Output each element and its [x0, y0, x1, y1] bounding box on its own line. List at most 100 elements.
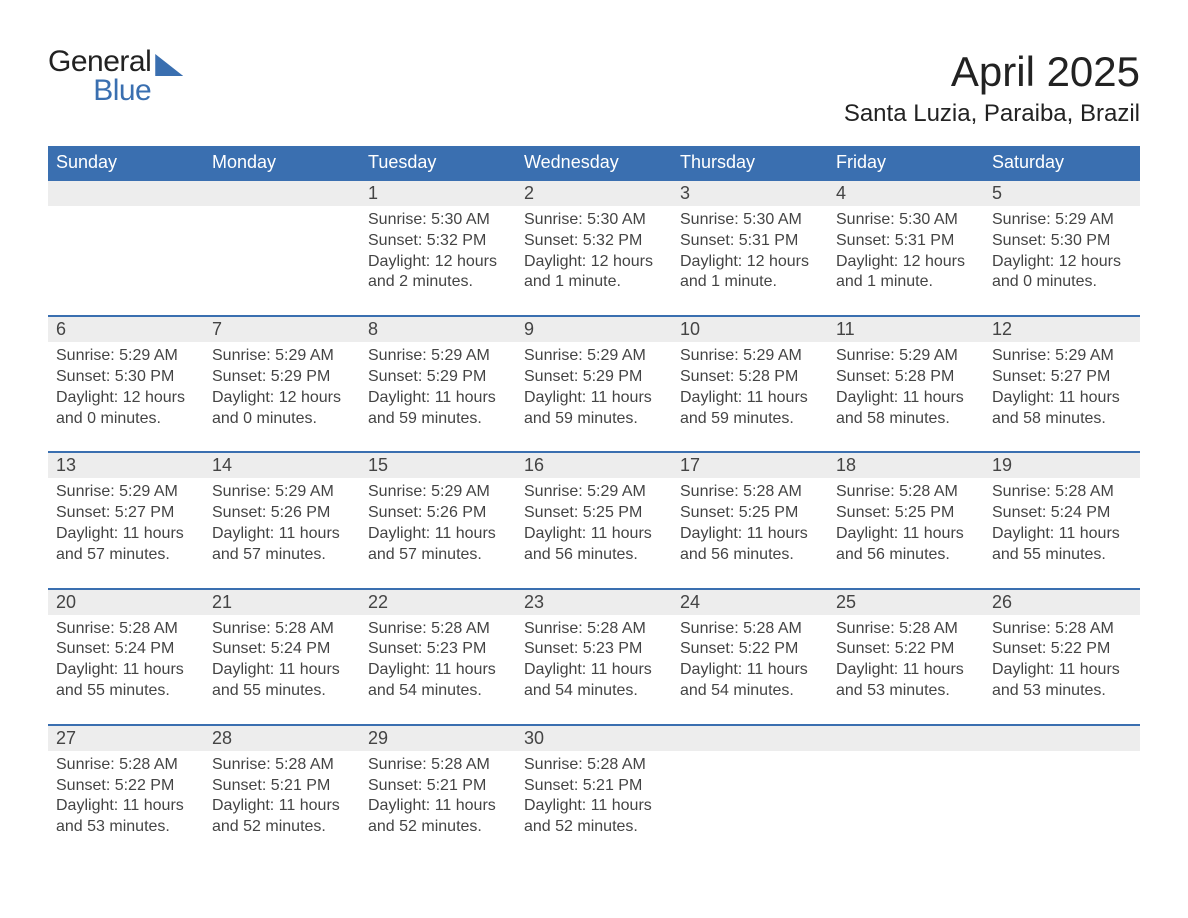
- daylight-line: Daylight: 11 hours and 52 minutes.: [524, 796, 664, 838]
- day-cell: Sunrise: 5:29 AMSunset: 5:29 PMDaylight:…: [360, 342, 516, 451]
- sunrise-line: Sunrise: 5:30 AM: [680, 210, 820, 231]
- sunrise-line: Sunrise: 5:28 AM: [56, 755, 196, 776]
- daylight-line: Daylight: 12 hours and 1 minute.: [524, 252, 664, 294]
- sunrise-line: Sunrise: 5:29 AM: [212, 346, 352, 367]
- day-cell: Sunrise: 5:28 AMSunset: 5:24 PMDaylight:…: [48, 615, 204, 724]
- date-number: 4: [828, 181, 984, 206]
- day-cell: Sunrise: 5:29 AMSunset: 5:30 PMDaylight:…: [48, 342, 204, 451]
- sunrise-line: Sunrise: 5:28 AM: [524, 755, 664, 776]
- weeks-container: 12345Sunrise: 5:30 AMSunset: 5:32 PMDayl…: [48, 181, 1140, 860]
- brand-word-1: General: [48, 48, 151, 77]
- day-cell: Sunrise: 5:28 AMSunset: 5:22 PMDaylight:…: [48, 751, 204, 860]
- sunset-line: Sunset: 5:26 PM: [212, 503, 352, 524]
- date-number: 22: [360, 590, 516, 615]
- page-title: April 2025: [844, 48, 1140, 96]
- daylight-line: Daylight: 12 hours and 1 minute.: [836, 252, 976, 294]
- date-number: 23: [516, 590, 672, 615]
- day-cell: Sunrise: 5:29 AMSunset: 5:27 PMDaylight:…: [984, 342, 1140, 451]
- date-number: 15: [360, 453, 516, 478]
- sunset-line: Sunset: 5:25 PM: [836, 503, 976, 524]
- sunrise-line: Sunrise: 5:28 AM: [56, 619, 196, 640]
- dayname: Friday: [828, 146, 984, 181]
- day-cell: Sunrise: 5:29 AMSunset: 5:28 PMDaylight:…: [828, 342, 984, 451]
- sunrise-line: Sunrise: 5:28 AM: [992, 482, 1132, 503]
- week-row: Sunrise: 5:30 AMSunset: 5:32 PMDaylight:…: [48, 206, 1140, 315]
- sunrise-line: Sunrise: 5:30 AM: [524, 210, 664, 231]
- sunrise-line: Sunrise: 5:29 AM: [212, 482, 352, 503]
- daylight-line: Daylight: 12 hours and 0 minutes.: [56, 388, 196, 430]
- sunset-line: Sunset: 5:24 PM: [992, 503, 1132, 524]
- sunset-line: Sunset: 5:26 PM: [368, 503, 508, 524]
- sunrise-line: Sunrise: 5:28 AM: [368, 755, 508, 776]
- sunrise-line: Sunrise: 5:29 AM: [524, 482, 664, 503]
- week-row: Sunrise: 5:29 AMSunset: 5:30 PMDaylight:…: [48, 342, 1140, 451]
- daylight-line: Daylight: 11 hours and 53 minutes.: [836, 660, 976, 702]
- sunrise-line: Sunrise: 5:28 AM: [680, 619, 820, 640]
- sunset-line: Sunset: 5:21 PM: [212, 776, 352, 797]
- sunset-line: Sunset: 5:28 PM: [680, 367, 820, 388]
- date-number: [48, 181, 204, 206]
- daylight-line: Daylight: 11 hours and 55 minutes.: [992, 524, 1132, 566]
- date-number-row: 13141516171819: [48, 451, 1140, 478]
- date-number-row: 12345: [48, 181, 1140, 206]
- day-cell: [672, 751, 828, 860]
- date-number: 8: [360, 317, 516, 342]
- sunset-line: Sunset: 5:32 PM: [524, 231, 664, 252]
- sunset-line: Sunset: 5:24 PM: [212, 639, 352, 660]
- daylight-line: Daylight: 11 hours and 59 minutes.: [680, 388, 820, 430]
- date-number: 13: [48, 453, 204, 478]
- date-number: 6: [48, 317, 204, 342]
- date-number: 17: [672, 453, 828, 478]
- daylight-line: Daylight: 12 hours and 1 minute.: [680, 252, 820, 294]
- day-cell: [48, 206, 204, 315]
- sunrise-line: Sunrise: 5:28 AM: [524, 619, 664, 640]
- daylight-line: Daylight: 12 hours and 0 minutes.: [212, 388, 352, 430]
- day-cell: Sunrise: 5:28 AMSunset: 5:22 PMDaylight:…: [828, 615, 984, 724]
- daylight-line: Daylight: 11 hours and 56 minutes.: [524, 524, 664, 566]
- date-number: 30: [516, 726, 672, 751]
- date-number: [828, 726, 984, 751]
- day-cell: Sunrise: 5:28 AMSunset: 5:24 PMDaylight:…: [984, 478, 1140, 587]
- location-subtitle: Santa Luzia, Paraiba, Brazil: [844, 100, 1140, 128]
- day-cell: Sunrise: 5:29 AMSunset: 5:30 PMDaylight:…: [984, 206, 1140, 315]
- date-number: 14: [204, 453, 360, 478]
- date-number: 29: [360, 726, 516, 751]
- week-row: Sunrise: 5:28 AMSunset: 5:22 PMDaylight:…: [48, 751, 1140, 860]
- day-cell: Sunrise: 5:28 AMSunset: 5:22 PMDaylight:…: [984, 615, 1140, 724]
- daylight-line: Daylight: 11 hours and 56 minutes.: [680, 524, 820, 566]
- day-cell: [828, 751, 984, 860]
- day-cell: Sunrise: 5:29 AMSunset: 5:29 PMDaylight:…: [204, 342, 360, 451]
- date-number: [672, 726, 828, 751]
- sunset-line: Sunset: 5:29 PM: [368, 367, 508, 388]
- daylight-line: Daylight: 11 hours and 59 minutes.: [524, 388, 664, 430]
- sunset-line: Sunset: 5:27 PM: [56, 503, 196, 524]
- sunrise-line: Sunrise: 5:28 AM: [992, 619, 1132, 640]
- sunrise-line: Sunrise: 5:29 AM: [836, 346, 976, 367]
- header: General Blue April 2025 Santa Luzia, Par…: [48, 48, 1140, 128]
- daylight-line: Daylight: 11 hours and 57 minutes.: [56, 524, 196, 566]
- sunrise-line: Sunrise: 5:29 AM: [368, 346, 508, 367]
- dayname: Saturday: [984, 146, 1140, 181]
- sunrise-line: Sunrise: 5:28 AM: [368, 619, 508, 640]
- date-number: 28: [204, 726, 360, 751]
- date-number: 21: [204, 590, 360, 615]
- sunrise-line: Sunrise: 5:29 AM: [524, 346, 664, 367]
- dayname: Wednesday: [516, 146, 672, 181]
- date-number: 24: [672, 590, 828, 615]
- sunset-line: Sunset: 5:25 PM: [524, 503, 664, 524]
- date-number: 18: [828, 453, 984, 478]
- date-number-row: 6789101112: [48, 315, 1140, 342]
- daylight-line: Daylight: 11 hours and 53 minutes.: [56, 796, 196, 838]
- day-cell: [204, 206, 360, 315]
- day-cell: Sunrise: 5:28 AMSunset: 5:22 PMDaylight:…: [672, 615, 828, 724]
- day-cell: Sunrise: 5:30 AMSunset: 5:31 PMDaylight:…: [828, 206, 984, 315]
- sunset-line: Sunset: 5:32 PM: [368, 231, 508, 252]
- daylight-line: Daylight: 11 hours and 55 minutes.: [212, 660, 352, 702]
- day-cell: Sunrise: 5:28 AMSunset: 5:23 PMDaylight:…: [516, 615, 672, 724]
- daylight-line: Daylight: 11 hours and 58 minutes.: [992, 388, 1132, 430]
- date-number: 19: [984, 453, 1140, 478]
- sunrise-line: Sunrise: 5:30 AM: [836, 210, 976, 231]
- date-number: 9: [516, 317, 672, 342]
- sunset-line: Sunset: 5:28 PM: [836, 367, 976, 388]
- sunset-line: Sunset: 5:22 PM: [836, 639, 976, 660]
